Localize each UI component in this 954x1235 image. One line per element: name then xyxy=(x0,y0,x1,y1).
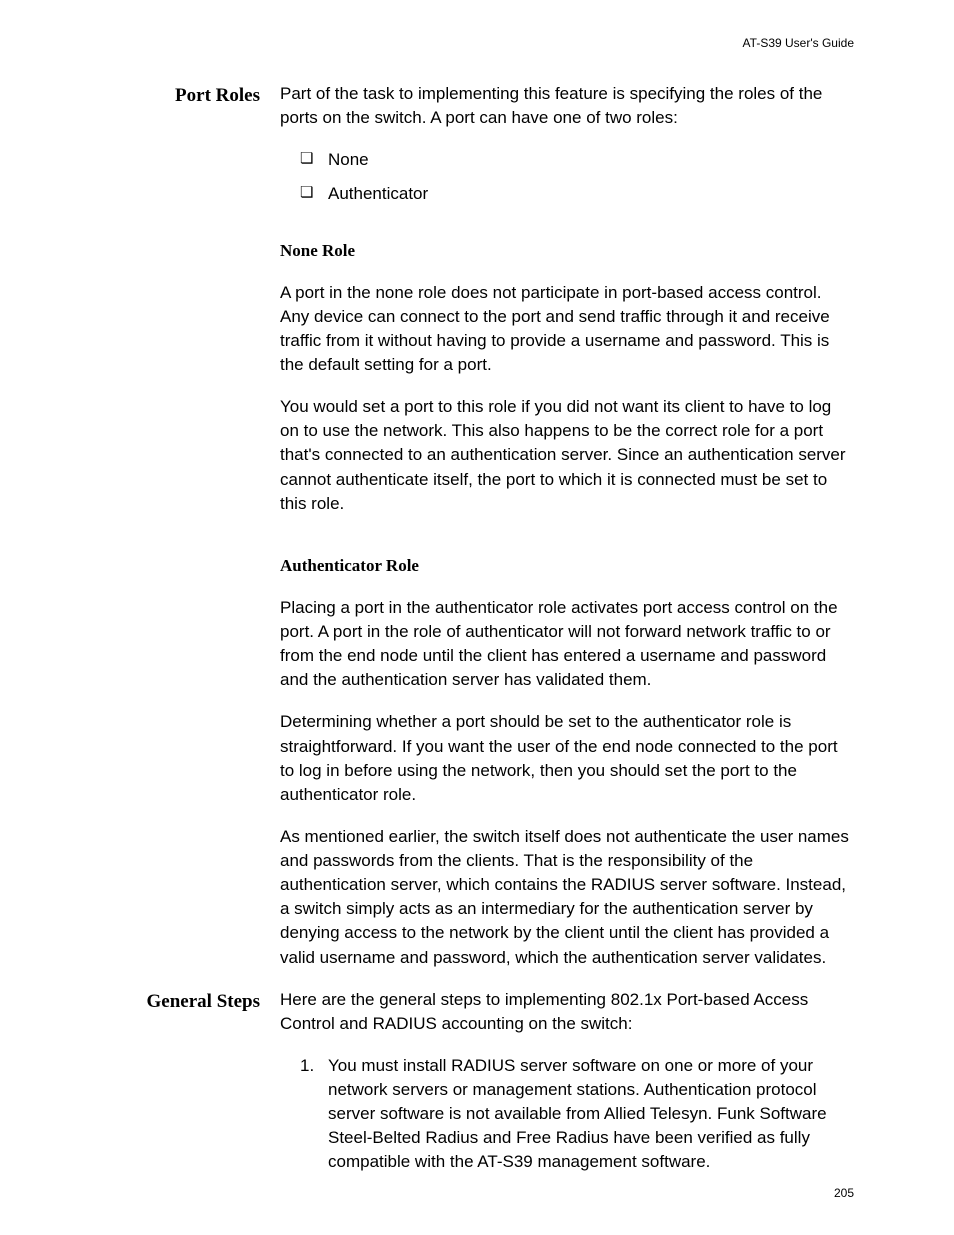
paragraph: As mentioned earlier, the switch itself … xyxy=(280,825,854,970)
intro-text: Here are the general steps to implementi… xyxy=(280,988,854,1036)
paragraph: You would set a port to this role if you… xyxy=(280,395,854,516)
bullet-text: Authenticator xyxy=(328,182,854,206)
section-port-roles: Port Roles Part of the task to implement… xyxy=(100,82,854,988)
subheading-authenticator-role: Authenticator Role xyxy=(280,554,854,578)
body-port-roles: Part of the task to implementing this fe… xyxy=(280,82,854,988)
side-heading-general-steps: General Steps xyxy=(100,988,280,1017)
paragraph: Determining whether a port should be set… xyxy=(280,710,854,807)
body-general-steps: Here are the general steps to implementi… xyxy=(280,988,854,1175)
intro-text: Part of the task to implementing this fe… xyxy=(280,82,854,130)
subheading-none-role: None Role xyxy=(280,239,854,263)
ordered-list: 1. You must install RADIUS server softwa… xyxy=(280,1054,854,1175)
section-general-steps: General Steps Here are the general steps… xyxy=(100,988,854,1175)
bullet-square-icon: ❏ xyxy=(300,148,328,171)
page-number: 205 xyxy=(834,1186,854,1200)
bullet-item: ❏ None xyxy=(280,148,854,172)
side-heading-port-roles: Port Roles xyxy=(100,82,280,111)
page-content: Port Roles Part of the task to implement… xyxy=(100,82,854,1175)
bullet-list: ❏ None ❏ Authenticator xyxy=(280,148,854,206)
bullet-square-icon: ❏ xyxy=(300,182,328,205)
ordered-item: 1. You must install RADIUS server softwa… xyxy=(280,1054,854,1175)
paragraph: A port in the none role does not partici… xyxy=(280,281,854,378)
bullet-item: ❏ Authenticator xyxy=(280,182,854,206)
ordered-text: You must install RADIUS server software … xyxy=(328,1054,854,1175)
bullet-text: None xyxy=(328,148,854,172)
ordered-number: 1. xyxy=(300,1054,328,1078)
page-header: AT-S39 User's Guide xyxy=(743,36,854,50)
paragraph: Placing a port in the authenticator role… xyxy=(280,596,854,693)
